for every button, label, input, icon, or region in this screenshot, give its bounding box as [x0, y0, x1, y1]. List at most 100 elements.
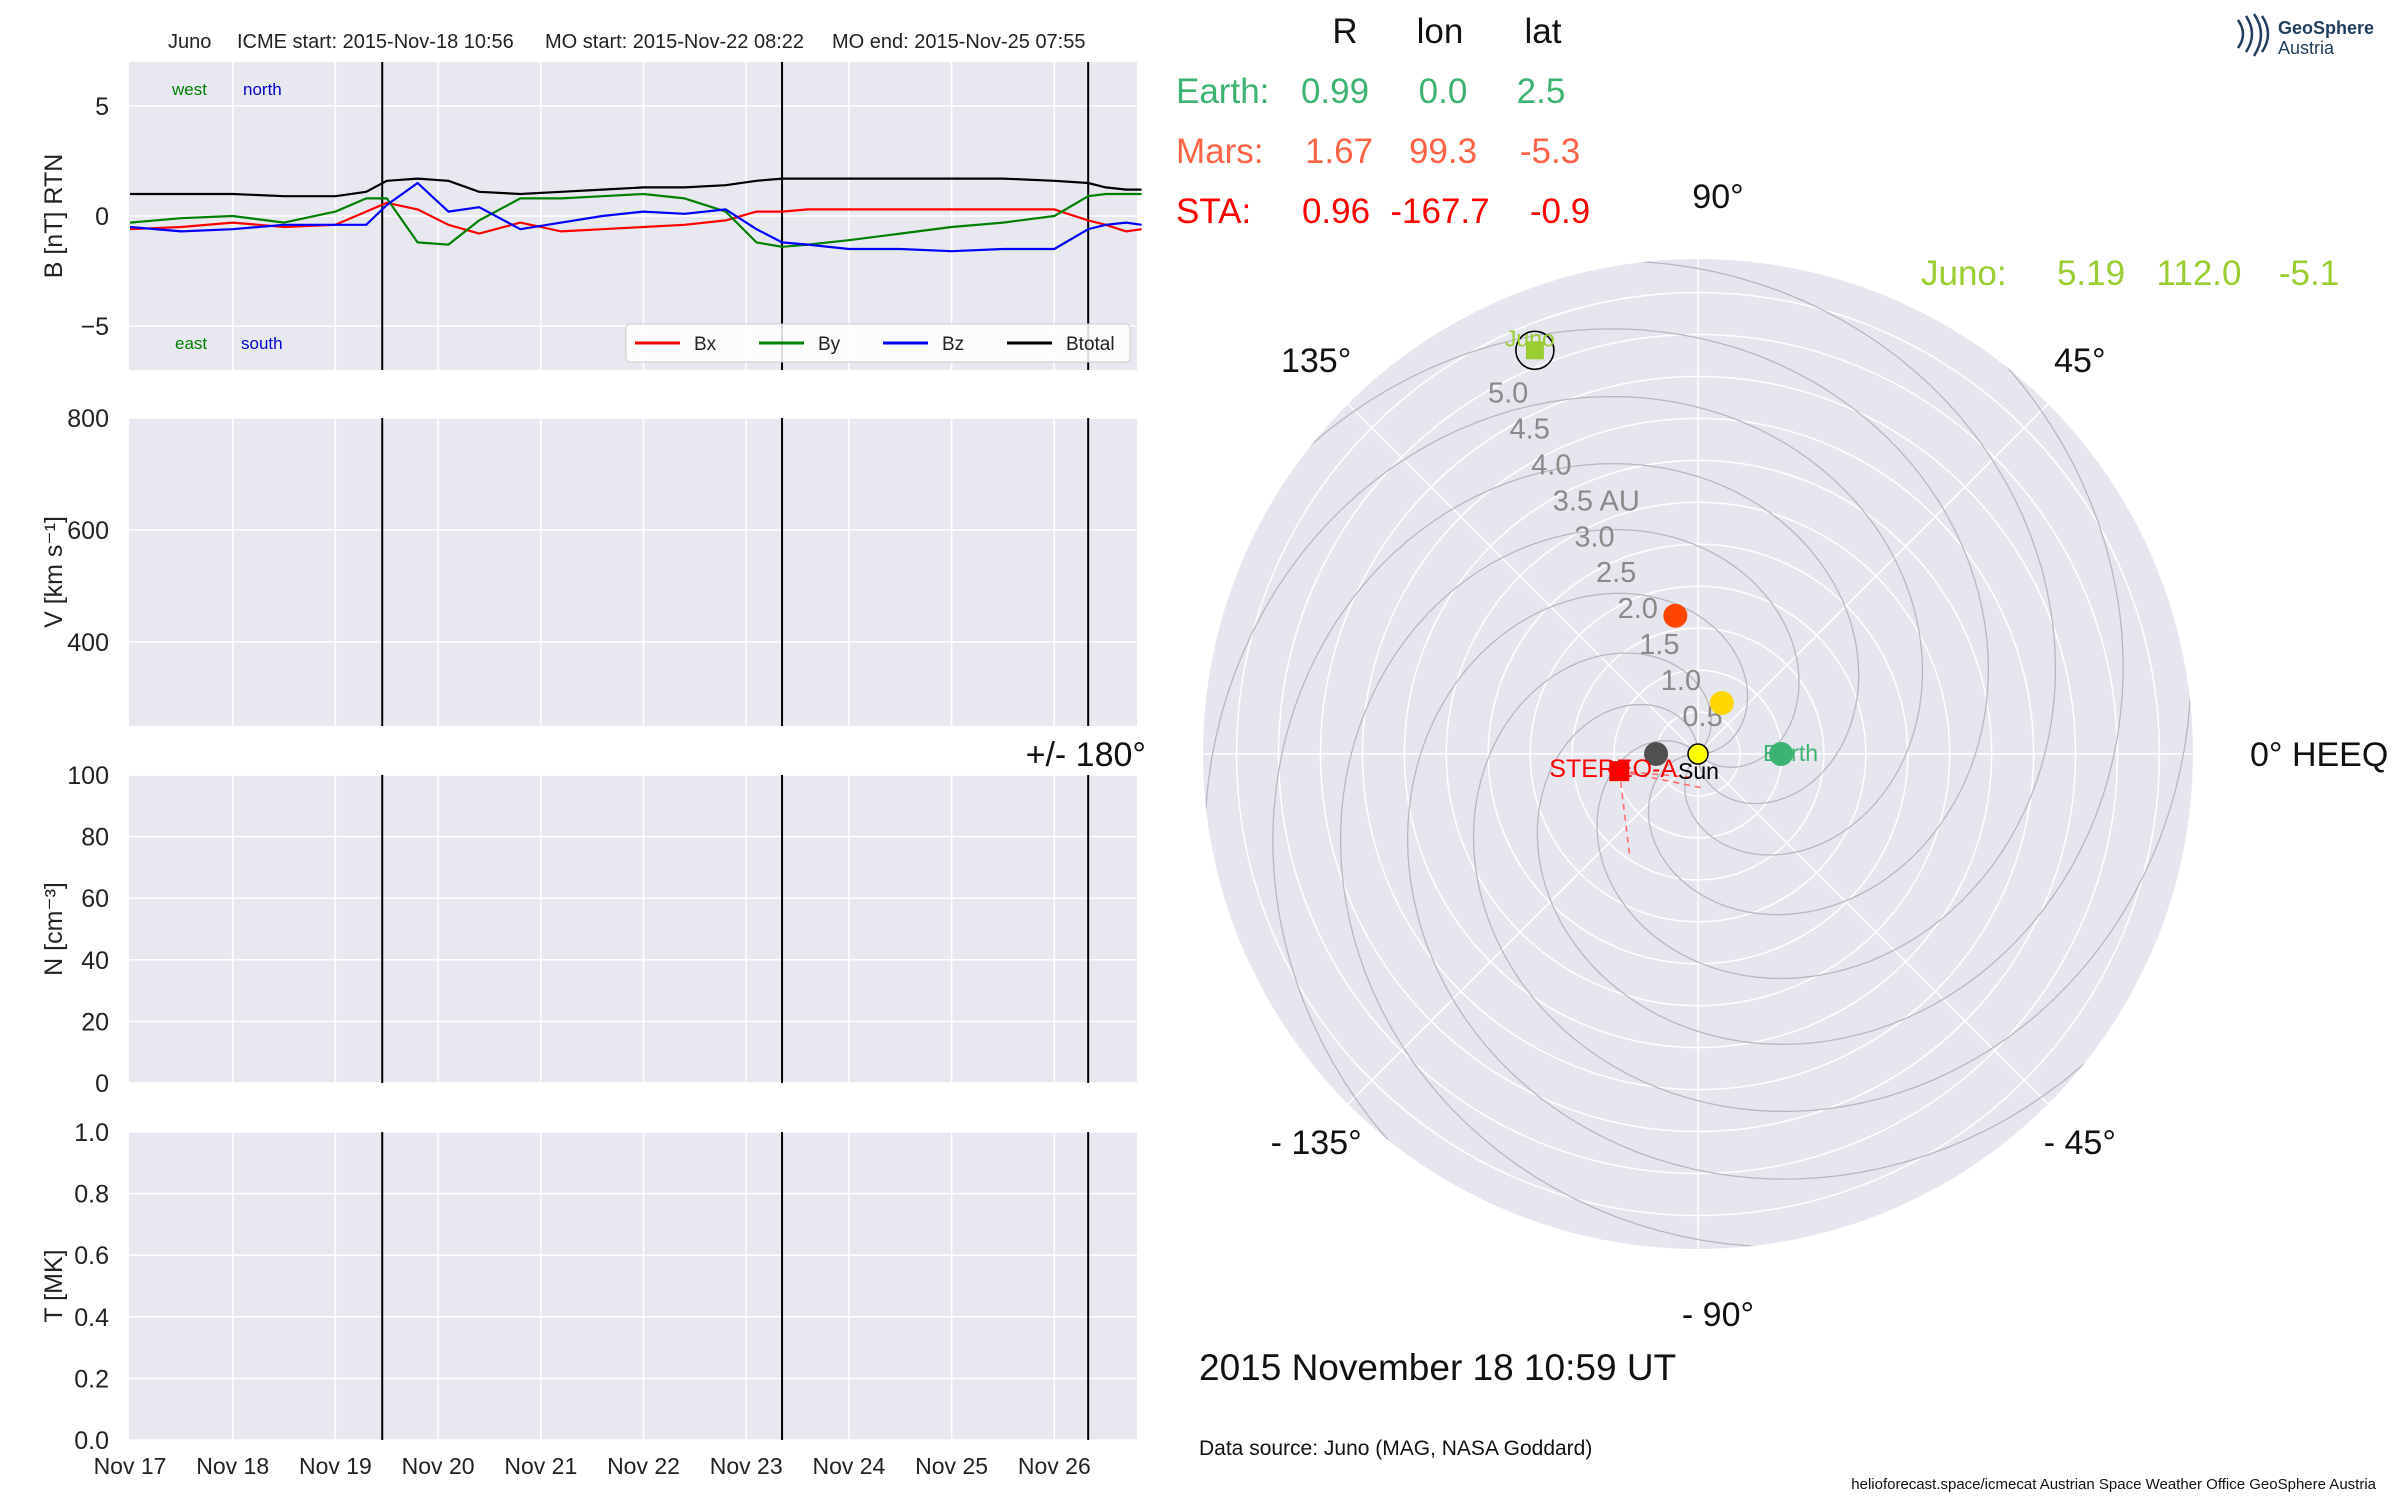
- panel-2: 100 80 60 40 20 0 N [cm⁻³]: [40, 762, 1137, 1098]
- fov-line: [1618, 771, 1631, 859]
- label-south: south: [241, 334, 283, 353]
- polar-spoke: [1697, 403, 2049, 755]
- series-line-bx: [129, 201, 1142, 235]
- panel-background: [129, 418, 1137, 726]
- y-tick-label: 600: [67, 517, 109, 545]
- footer-data-source: Data source: Juno (MAG, NASA Goddard): [1199, 1437, 1592, 1460]
- x-axis-tick-labels: Nov 17 Nov 18 Nov 19 Nov 20 Nov 21 Nov 22 Nov …: [94, 1453, 1091, 1479]
- juno-marker: [1525, 341, 1544, 360]
- y-tick-label: 0.8: [74, 1181, 109, 1209]
- y-tick-label: 0.2: [74, 1365, 109, 1393]
- point-label-earth: Earth: [1763, 740, 1818, 766]
- footer-timestamp: 2015 November 18 10:59 UT: [1199, 1347, 1676, 1388]
- x-tick-label: Nov 24: [812, 1453, 885, 1479]
- stereo-a-marker: [1609, 761, 1630, 782]
- y-tick-label: −5: [80, 313, 109, 341]
- fov-line: [1619, 770, 1701, 779]
- planet-marker-2: [1663, 603, 1688, 628]
- table-juno-lat: -5.1: [2279, 254, 2339, 293]
- b-panel-corner-labels: west north east south: [171, 80, 283, 353]
- footer-credits: helioforecast.space/icmecat Austrian Spa…: [1851, 1476, 2376, 1493]
- logo-text-line1: GeoSphere: [2278, 18, 2374, 38]
- fov-line: [1619, 770, 1704, 789]
- theta-tick-label: 90°: [1692, 178, 1743, 216]
- table-earth-r: 0.99: [1301, 72, 1369, 111]
- y-tick-label: 40: [81, 947, 109, 975]
- r-tick-label: 4.0: [1531, 449, 1571, 481]
- label-east: east: [175, 334, 207, 353]
- table-header-lon: lon: [1417, 12, 1464, 51]
- geosphere-logo: GeoSphere Austria: [2236, 13, 2374, 58]
- theta-tick-label: 135°: [1281, 342, 1351, 380]
- y-axis-label: N [cm⁻³]: [40, 882, 68, 976]
- table-juno-label: Juno:: [1921, 254, 2007, 293]
- theta-tick-label: - 45°: [2044, 1124, 2116, 1162]
- footer: 2015 November 18 10:59 UT Data source: J…: [1199, 1347, 2377, 1493]
- x-tick-label: Nov 20: [402, 1453, 475, 1479]
- planet-marker-6: [1709, 691, 1734, 716]
- theta-tick-label: 0° HEEQ: [2250, 736, 2388, 774]
- panel-background: [129, 775, 1137, 1083]
- x-tick-label: Nov 23: [710, 1453, 783, 1479]
- table-juno-r: 5.19: [2057, 254, 2125, 293]
- x-tick-label: Nov 17: [94, 1453, 167, 1479]
- table-mars-lat: -5.3: [1520, 132, 1580, 171]
- legend-label-by: By: [818, 334, 841, 355]
- polar-points: Sun Earth STEREO-A Juno: [1505, 325, 1818, 784]
- y-tick-label: 0.0: [74, 1427, 109, 1455]
- x-tick-label: Nov 18: [196, 1453, 269, 1479]
- table-mars-label: Mars:: [1176, 132, 1264, 171]
- table-mars-lon: 99.3: [1409, 132, 1477, 171]
- table-juno-lon: 112.0: [2157, 254, 2242, 293]
- planet-marker-5: [1644, 742, 1669, 766]
- y-tick-label: 100: [67, 762, 109, 790]
- parker-spiral-line: [1204, 395, 1924, 856]
- point-label-sun: Sun: [1678, 758, 1719, 784]
- r-tick-label: 2.5: [1596, 557, 1636, 589]
- b-field-series: [129, 177, 1142, 253]
- table-sta-lat: -0.9: [1530, 192, 1590, 231]
- legend-label-btotal: Btotal: [1066, 334, 1115, 355]
- parker-spiral-line: [1277, 328, 1990, 916]
- y-tick-label: 400: [67, 629, 109, 657]
- geosphere-logo-icon: [2236, 13, 2270, 57]
- y-axis-label: V [km s⁻¹]: [40, 516, 68, 628]
- table-mars-r: 1.67: [1305, 132, 1373, 171]
- parker-spiral-line: [1272, 462, 1860, 1175]
- r-tick-label: 1.0: [1661, 665, 1701, 697]
- theta-tick-label: - 90°: [1682, 1296, 1754, 1334]
- series-line-btotal: [130, 177, 1142, 198]
- stereo-a-fov-lines: [1618, 770, 1704, 859]
- parker-spiral-line: [1339, 528, 1800, 1248]
- x-tick-label: Nov 26: [1018, 1453, 1091, 1479]
- polar-spoke: [1347, 403, 1699, 755]
- table-sta-label: STA:: [1176, 192, 1251, 231]
- legend-label-bx: Bx: [694, 334, 717, 355]
- r-tick-label: 2.0: [1618, 593, 1658, 625]
- series-line-by: [129, 192, 1142, 248]
- y-axis-label: B [nT] RTN: [40, 154, 68, 279]
- label-north: north: [243, 80, 282, 99]
- parker-spiral-line: [1536, 333, 2124, 1046]
- y-tick-label: 0.4: [74, 1304, 109, 1332]
- y-axis-label: T [MK]: [40, 1249, 68, 1322]
- timeseries-header: Juno ICME start: 2015-Nov-18 10:56 MO st…: [168, 31, 1086, 53]
- panel-3: 1.0 0.8 0.6 0.4 0.2 0.0 T [MK]: [40, 1119, 1137, 1455]
- b-panel-legend: Bx By Bz Btotal: [625, 323, 1131, 363]
- label-west: west: [171, 80, 207, 99]
- y-tick-label: 800: [67, 405, 109, 433]
- y-tick-label: 1.0: [74, 1119, 109, 1147]
- r-tick-label: 5.0: [1488, 377, 1528, 409]
- series-line-bz: [129, 181, 1142, 253]
- legend-label-bz: Bz: [942, 334, 964, 355]
- position-table: R lon lat Earth: 0.99 0.0 2.5 Mars: 1.67…: [1176, 12, 2339, 293]
- planet-marker-1: [1769, 742, 1794, 766]
- x-tick-label: Nov 21: [504, 1453, 577, 1479]
- y-tick-label: 60: [81, 885, 109, 913]
- header-mo-end: MO end: 2015-Nov-25 07:55: [832, 31, 1086, 53]
- panel-background: [129, 1132, 1137, 1440]
- header-icme-start: ICME start: 2015-Nov-18 10:56: [237, 31, 514, 53]
